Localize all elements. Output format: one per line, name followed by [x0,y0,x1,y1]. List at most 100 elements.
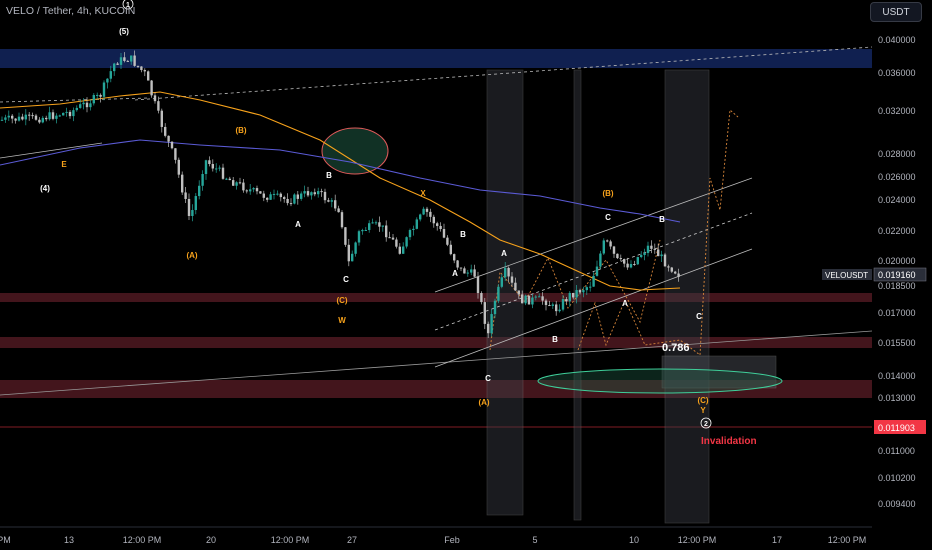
candle-body [582,290,585,293]
wave-label: B [326,171,332,180]
candle-body [198,185,201,197]
price-tick: 0.011000 [878,446,915,456]
candle-body [398,246,401,254]
currency-button[interactable]: USDT [870,2,922,22]
price-axis: 0.040000 0.036000 0.032000 0.028000 0.026000… [878,35,916,509]
candle-body [317,191,320,195]
price-tick: 0.014000 [878,371,916,381]
wave-label: B [659,215,665,224]
candle-body [592,275,595,287]
candle-body [0,119,4,121]
candle-body [31,115,34,117]
time-tick: 27 [347,535,357,545]
candle-body [245,190,248,192]
candle-body [164,126,167,136]
wave-label: 2 [704,421,708,428]
candle-body [510,276,514,283]
candle-body [4,117,7,120]
candle-body [28,114,31,116]
candle-body [99,94,102,97]
candle-body [225,178,228,180]
support-band-3 [0,380,872,398]
candle-body [419,214,422,220]
candle-body [388,237,391,239]
time-tick: 12:00 PM [123,535,162,545]
candle-body [235,182,238,186]
candle-body [558,309,561,312]
candle-body [286,198,289,204]
candle-body [572,292,575,298]
candle-body [300,193,303,199]
price-tick: 0.010200 [878,473,916,483]
candle-body [109,71,112,79]
candle-body [521,294,524,304]
candle-body [507,267,510,277]
candle-body [459,267,463,269]
candle-body [62,112,65,116]
zones [0,49,872,524]
candle-body [72,110,75,117]
wave-label: E [61,160,67,169]
candle-body [429,211,432,217]
time-tick: 5 [532,535,537,545]
wave-circle [700,417,712,429]
wave-label: B [460,230,466,239]
candle-body [616,253,619,259]
candle-body [269,194,272,200]
candle-body [310,192,313,196]
price-tick: 0.018500 [878,281,916,291]
candle-body [79,104,82,108]
candle-body [453,254,456,261]
candle-body [208,160,211,165]
candle-body [667,266,670,268]
candle-body [432,216,435,224]
candle-body [96,94,99,96]
candle-body [650,245,653,249]
candle-body [140,66,143,71]
candle-body [674,271,677,274]
price-tick: 0.022000 [878,226,916,236]
candle-body [38,119,41,123]
wave-label: (4) [40,184,50,193]
candle-body [595,266,599,276]
candle-body [242,182,245,191]
candle-body [232,180,235,186]
candle-body [119,57,123,65]
invalidation-label: Invalidation [701,436,757,447]
candle-body [599,253,602,267]
candle-body [640,255,643,258]
candle-body [606,240,609,242]
candle-body [391,237,395,240]
candle-body [354,242,357,254]
candle-body [7,115,10,118]
candle-body [153,95,157,102]
candle-body [279,193,282,198]
candle-body [514,282,517,291]
wave-label: (C) [697,396,708,405]
candle-body [218,167,221,169]
candle-body [187,198,191,216]
candle-body [344,227,347,245]
candle-body [191,210,194,216]
candle-body [422,208,425,215]
candle-body [412,228,415,231]
candle-body [228,178,231,181]
candle-body [184,192,187,199]
candle-body [174,148,177,160]
candle-body [374,222,378,224]
chart-title: VELO / Tether, 4h, KUCOIN [6,5,136,17]
candle-body [368,223,371,230]
candle-body [334,200,337,209]
candle-body [643,252,646,256]
candle-body [527,295,531,305]
candle-body [425,208,429,212]
resistance-zone [0,49,872,68]
candle-body [21,116,24,120]
candle-body [130,55,133,62]
candle-body [436,223,439,226]
candle-body [126,60,129,62]
candle-body [531,297,534,305]
candle-body [136,65,140,67]
candle-body [534,296,537,298]
candle-body [92,95,95,104]
